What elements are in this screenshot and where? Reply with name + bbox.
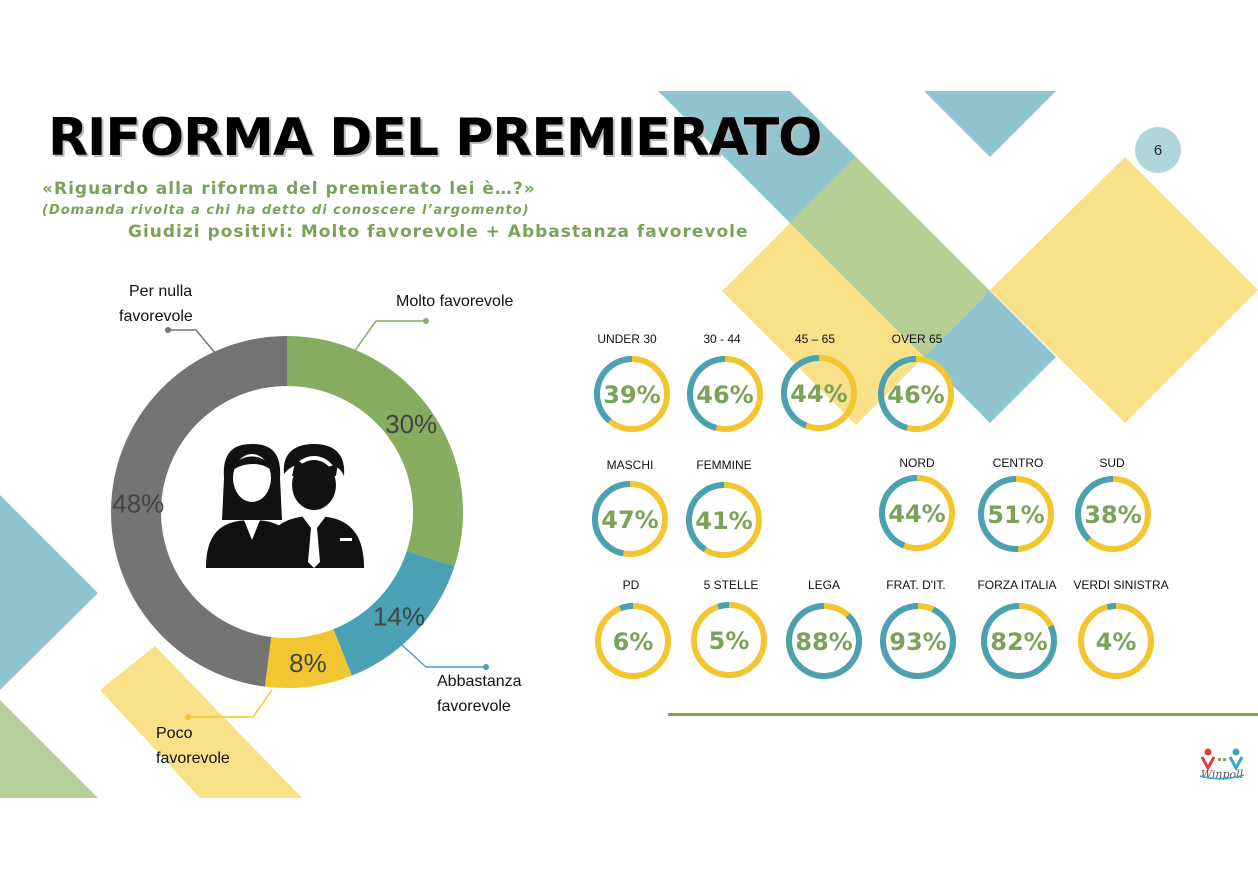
ring-label-nord: NORD <box>899 456 935 470</box>
ring-label-over-65: OVER 65 <box>892 332 943 346</box>
ring-label-frat-d-it: FRAT. D'IT. <box>886 578 945 592</box>
ring-value-45-65: 44% <box>790 380 847 408</box>
label-per-nulla-line1: Per nulla <box>129 283 193 300</box>
ring-label-pd: PD <box>623 578 640 592</box>
ring-label-under-30: UNDER 30 <box>597 332 657 346</box>
ring-value-forza-italia: 82% <box>990 628 1047 656</box>
label-abbastanza-line1: Abbastanza <box>437 673 522 690</box>
donut-slice-poco-favorevole <box>264 628 352 688</box>
page-title: RIFORMA DEL PREMIERATO <box>48 108 822 168</box>
ring-value-maschi: 47% <box>601 506 658 534</box>
ring-fill-pd <box>619 603 634 612</box>
label-poco-line1: Poco <box>156 725 193 742</box>
ring-fill-nord <box>879 475 918 549</box>
ring-value-lega: 88% <box>795 628 852 656</box>
ring-fill-frat-d-it <box>880 603 956 679</box>
ring-value-frat-d-it: 93% <box>889 628 946 656</box>
ring-fill-maschi <box>592 481 631 557</box>
ring-label-45-65: 45 – 65 <box>795 332 835 346</box>
donut-slice-per-nulla-favorevole <box>111 336 288 687</box>
business-people-icon <box>206 444 364 568</box>
ring-label-centro: CENTRO <box>993 456 1044 470</box>
ring-label-lega: LEGA <box>808 578 840 592</box>
bottom-divider <box>668 713 1258 716</box>
ring-fill-forza-italia <box>981 603 1057 679</box>
ring-value-over-65: 46% <box>887 381 944 409</box>
ring-value-30-44: 46% <box>696 381 753 409</box>
question-note: (Domanda rivolta a chi ha detto di conos… <box>42 203 530 218</box>
donut-slice-abbastanza-favorevole <box>332 550 455 676</box>
label-poco-line2: favorevole <box>156 750 230 767</box>
ring-label-forza-italia: FORZA ITALIA <box>977 578 1056 592</box>
ring-label-sud: SUD <box>1099 456 1125 470</box>
question-text: «Riguardo alla riforma del premierato le… <box>42 179 536 199</box>
ring-value-sud: 38% <box>1084 501 1141 529</box>
ring-label-femmine: FEMMINE <box>696 458 751 472</box>
ring-label-30-44: 30 - 44 <box>703 332 741 346</box>
donut-value-molto-favorevole: 30% <box>385 409 437 439</box>
ring-fill-over-65 <box>878 356 917 431</box>
ring-value-pd: 6% <box>613 628 654 656</box>
donut-value-poco-favorevole: 8% <box>289 648 327 678</box>
donut-value-per-nulla-favorevole: 48% <box>112 489 164 519</box>
ring-value-centro: 51% <box>987 501 1044 529</box>
ring-fill-5-stelle <box>717 601 730 610</box>
page-number: 6 <box>1135 127 1181 173</box>
ring-fill-verdi-sinistra <box>1106 603 1117 611</box>
ring-value-verdi-sinistra: 4% <box>1096 628 1137 656</box>
ring-label-maschi: MASCHI <box>607 458 654 472</box>
ring-fill-centro <box>978 476 1019 552</box>
ring-value-femmine: 41% <box>695 507 752 535</box>
donut-value-abbastanza-favorevole: 14% <box>373 601 425 631</box>
donut-slice-molto-favorevole <box>286 336 463 567</box>
label-per-nulla-line2: favorevole <box>119 308 193 325</box>
label-molto-favorevole: Molto favorevole <box>396 293 514 310</box>
ring-fill-femmine <box>686 482 725 553</box>
ring-value-nord: 44% <box>888 500 945 528</box>
positive-judgements-label: Giudizi positivi: Molto favorevole + Abb… <box>128 222 749 242</box>
winpoll-logo: Winpoll <box>1199 748 1245 780</box>
ring-fill-30-44 <box>687 356 726 431</box>
label-abbastanza-line2: favorevole <box>437 698 511 715</box>
ring-fill-45-65 <box>781 355 820 429</box>
ring-fill-lega <box>786 603 862 679</box>
ring-value-under-30: 39% <box>603 381 660 409</box>
ring-fill-sud <box>1075 476 1114 542</box>
ring-label-5-stelle: 5 STELLE <box>704 578 759 592</box>
ring-fill-under-30 <box>594 356 633 424</box>
ring-label-verdi-sinistra: VERDI SINISTRA <box>1073 578 1168 592</box>
ring-value-5-stelle: 5% <box>709 627 750 655</box>
